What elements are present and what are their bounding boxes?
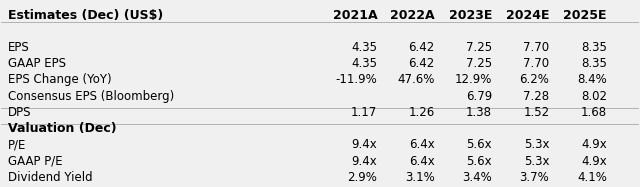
Text: -11.9%: -11.9% [335, 73, 378, 86]
Text: 4.1%: 4.1% [577, 171, 607, 184]
Text: 5.3x: 5.3x [524, 155, 549, 168]
Text: 8.4%: 8.4% [577, 73, 607, 86]
Text: 8.35: 8.35 [581, 41, 607, 54]
Text: 12.9%: 12.9% [454, 73, 492, 86]
Text: 6.4x: 6.4x [409, 155, 435, 168]
Text: Valuation (Dec): Valuation (Dec) [8, 122, 116, 135]
Text: 2021A: 2021A [333, 9, 378, 22]
Text: 4.35: 4.35 [351, 57, 378, 70]
Text: 1.17: 1.17 [351, 106, 378, 119]
Text: 6.42: 6.42 [408, 57, 435, 70]
Text: 3.4%: 3.4% [462, 171, 492, 184]
Text: GAAP P/E: GAAP P/E [8, 155, 62, 168]
Text: 8.35: 8.35 [581, 57, 607, 70]
Text: 2024E: 2024E [506, 9, 549, 22]
Text: 5.6x: 5.6x [467, 138, 492, 151]
Text: 1.26: 1.26 [408, 106, 435, 119]
Text: GAAP EPS: GAAP EPS [8, 57, 66, 70]
Text: EPS Change (YoY): EPS Change (YoY) [8, 73, 111, 86]
Text: 9.4x: 9.4x [351, 155, 378, 168]
Text: 5.3x: 5.3x [524, 138, 549, 151]
Text: 3.7%: 3.7% [520, 171, 549, 184]
Text: Consensus EPS (Bloomberg): Consensus EPS (Bloomberg) [8, 90, 174, 103]
Text: 7.25: 7.25 [466, 41, 492, 54]
Text: DPS: DPS [8, 106, 31, 119]
Text: 4.9x: 4.9x [581, 138, 607, 151]
Text: 6.42: 6.42 [408, 41, 435, 54]
Text: P/E: P/E [8, 138, 26, 151]
Text: 7.70: 7.70 [524, 57, 549, 70]
Text: 9.4x: 9.4x [351, 138, 378, 151]
Text: EPS: EPS [8, 41, 29, 54]
Text: 3.1%: 3.1% [405, 171, 435, 184]
Text: Dividend Yield: Dividend Yield [8, 171, 92, 184]
Text: 1.38: 1.38 [466, 106, 492, 119]
Text: 2025E: 2025E [563, 9, 607, 22]
Text: 2023E: 2023E [449, 9, 492, 22]
Text: 6.79: 6.79 [466, 90, 492, 103]
Text: 4.9x: 4.9x [581, 155, 607, 168]
Text: 8.02: 8.02 [580, 90, 607, 103]
Text: 6.2%: 6.2% [520, 73, 549, 86]
Text: 7.28: 7.28 [524, 90, 549, 103]
Text: 5.6x: 5.6x [467, 155, 492, 168]
Text: Estimates (Dec) (US$): Estimates (Dec) (US$) [8, 9, 163, 22]
Text: 6.4x: 6.4x [409, 138, 435, 151]
Text: 4.35: 4.35 [351, 41, 378, 54]
Text: 2.9%: 2.9% [348, 171, 378, 184]
Text: 7.25: 7.25 [466, 57, 492, 70]
Text: 7.70: 7.70 [524, 41, 549, 54]
Text: 2022A: 2022A [390, 9, 435, 22]
Text: 47.6%: 47.6% [397, 73, 435, 86]
Text: 1.68: 1.68 [580, 106, 607, 119]
Text: 1.52: 1.52 [524, 106, 549, 119]
